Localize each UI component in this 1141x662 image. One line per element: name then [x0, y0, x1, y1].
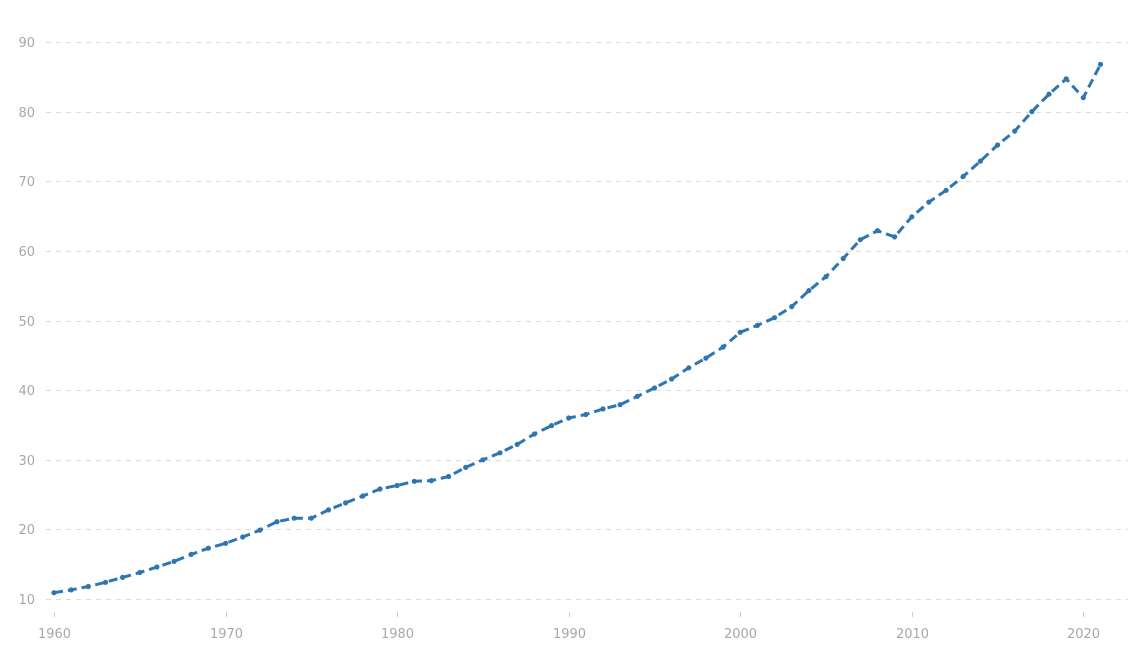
data-point[interactable] — [857, 237, 863, 243]
x-tick-label: 1990 — [553, 627, 586, 642]
data-point[interactable] — [137, 569, 143, 576]
x-tick-label: 1980 — [381, 627, 414, 642]
data-point[interactable] — [823, 274, 829, 280]
series-line — [53, 63, 1102, 595]
y-gridlines — [46, 42, 1128, 600]
data-point[interactable] — [926, 199, 932, 205]
data-point[interactable] — [205, 545, 211, 551]
y-tick-label: 40 — [18, 384, 35, 399]
data-point[interactable] — [291, 515, 297, 521]
y-tick-label: 10 — [18, 593, 35, 608]
y-tick-label: 70 — [18, 175, 35, 190]
data-point[interactable] — [1012, 128, 1018, 134]
data-point[interactable] — [806, 288, 812, 294]
data-point[interactable] — [497, 450, 503, 456]
y-tick-label: 60 — [18, 245, 35, 260]
data-point[interactable] — [171, 558, 177, 565]
data-point[interactable] — [995, 142, 1001, 148]
data-point[interactable] — [343, 500, 349, 506]
x-tick-label: 2000 — [724, 627, 757, 642]
data-point[interactable] — [651, 385, 658, 391]
data-point[interactable] — [771, 315, 778, 321]
data-point[interactable] — [754, 322, 761, 328]
data-point[interactable] — [669, 376, 675, 382]
data-point[interactable] — [154, 564, 160, 570]
data-point[interactable] — [977, 158, 984, 164]
data-point[interactable] — [325, 507, 332, 513]
data-point[interactable] — [1097, 61, 1104, 67]
data-point[interactable] — [1080, 95, 1086, 101]
data-point[interactable] — [120, 574, 126, 581]
data-point[interactable] — [394, 482, 400, 489]
data-point[interactable] — [257, 527, 263, 533]
x-axis-ticks — [54, 612, 1084, 617]
x-tick-label: 1960 — [38, 627, 71, 642]
data-point[interactable] — [531, 431, 538, 437]
data-point[interactable] — [188, 551, 194, 558]
data-point[interactable] — [360, 493, 366, 499]
x-tick-label: 1970 — [210, 627, 243, 642]
data-point[interactable] — [85, 583, 91, 590]
data-point[interactable] — [600, 406, 606, 412]
data-point[interactable] — [1029, 109, 1035, 115]
data-point[interactable] — [874, 228, 881, 234]
y-axis-labels: 10 20 30 40 50 60 70 80 90 — [18, 36, 35, 608]
x-tick-label: 2020 — [1067, 627, 1100, 642]
data-series — [51, 61, 1104, 596]
data-point[interactable] — [102, 579, 109, 585]
data-point[interactable] — [909, 214, 915, 220]
data-point[interactable] — [308, 515, 314, 521]
y-tick-label: 80 — [18, 106, 35, 121]
data-point[interactable] — [840, 255, 846, 262]
data-point[interactable] — [411, 478, 417, 484]
data-point[interactable] — [223, 540, 229, 546]
x-axis-labels: 1960 1970 1980 1990 2000 2010 2020 — [38, 627, 1100, 642]
data-point[interactable] — [566, 415, 572, 421]
data-point[interactable] — [463, 464, 469, 470]
data-point[interactable] — [634, 393, 640, 399]
data-point[interactable] — [789, 304, 795, 310]
y-tick-label: 90 — [18, 36, 35, 51]
data-point[interactable] — [274, 519, 280, 525]
data-point[interactable] — [428, 478, 434, 484]
data-point[interactable] — [480, 457, 486, 463]
y-tick-label: 20 — [18, 523, 35, 538]
data-point[interactable] — [240, 534, 246, 540]
y-tick-label: 30 — [18, 454, 35, 469]
data-point[interactable] — [377, 486, 383, 492]
data-point[interactable] — [51, 590, 57, 596]
data-point[interactable] — [617, 402, 623, 408]
data-point[interactable] — [583, 411, 589, 418]
data-point[interactable] — [943, 187, 949, 193]
data-point[interactable] — [514, 441, 520, 447]
data-point[interactable] — [446, 473, 452, 480]
data-point[interactable] — [1046, 91, 1052, 97]
data-point[interactable] — [68, 587, 74, 593]
data-point[interactable] — [892, 234, 898, 240]
y-tick-label: 50 — [18, 315, 35, 330]
data-point[interactable] — [720, 344, 726, 350]
data-point[interactable] — [686, 365, 692, 371]
data-point[interactable] — [1063, 76, 1069, 82]
x-tick-label: 2010 — [896, 627, 929, 642]
data-point[interactable] — [737, 329, 743, 335]
data-point[interactable] — [960, 173, 966, 179]
data-point[interactable] — [703, 355, 709, 361]
data-point[interactable] — [548, 423, 555, 429]
